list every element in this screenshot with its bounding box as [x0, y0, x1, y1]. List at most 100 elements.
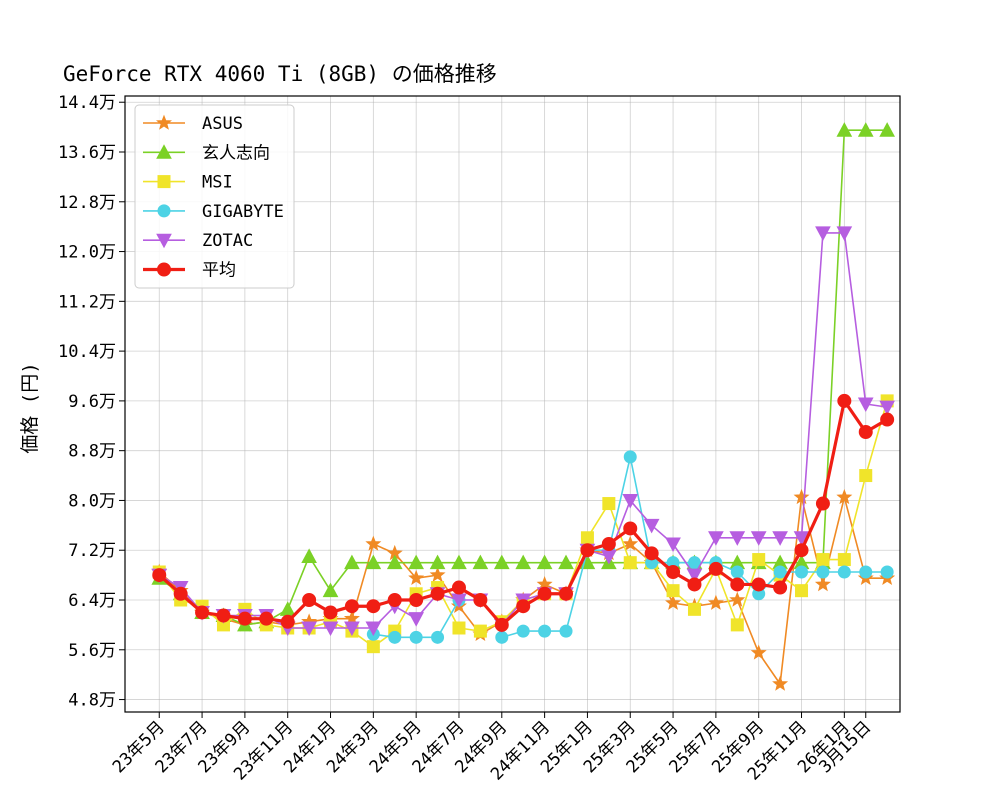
data-point [493, 554, 510, 570]
data-point [301, 548, 317, 563]
y-tick-label: 5.6万 [68, 641, 116, 661]
y-tick-label: 12.8万 [58, 193, 116, 213]
legend-label: ZOTAC [202, 231, 253, 251]
data-point [344, 554, 360, 570]
data-point [538, 624, 552, 638]
data-point [730, 618, 744, 632]
data-point [708, 531, 724, 546]
data-point [623, 450, 637, 464]
data-point [858, 425, 873, 439]
legend: ASUS 玄人志向 MSI GIGABYTE ZOTAC 平均 [134, 104, 295, 289]
data-point [259, 611, 274, 626]
y-tick-label: 12.0万 [58, 243, 116, 263]
data-point [580, 543, 595, 558]
data-point [601, 549, 617, 565]
data-point [494, 617, 509, 632]
data-point [815, 496, 830, 511]
data-point [237, 611, 252, 626]
data-point [665, 537, 681, 553]
data-point [687, 602, 701, 616]
data-point [795, 565, 809, 579]
chart-title: GeForce RTX 4060 Ti (8GB) の価格推移 [63, 62, 497, 86]
y-tick-label: 4.8万 [68, 691, 116, 711]
data-point [473, 624, 487, 638]
legend-entry: ZOTAC [143, 231, 253, 251]
data-point [772, 675, 789, 691]
legend-marker [157, 175, 171, 189]
legend-label: ASUS [202, 114, 243, 134]
y-tick-label: 14.4万 [58, 93, 116, 113]
legend-marker [156, 233, 172, 249]
data-point [429, 554, 446, 570]
y-axis-label: 価格 (円) [19, 362, 41, 453]
data-point [451, 580, 466, 595]
data-point [729, 591, 746, 607]
data-point [750, 531, 767, 546]
data-point [558, 554, 574, 570]
data-point [707, 594, 724, 610]
data-point [365, 535, 382, 551]
y-tick-label: 11.2万 [58, 292, 116, 312]
data-point [323, 605, 338, 620]
data-point [666, 565, 681, 579]
data-point [837, 565, 851, 579]
data-point [515, 554, 532, 570]
legend-label: GIGABYTE [202, 202, 284, 222]
data-point [730, 577, 745, 592]
data-point [708, 561, 723, 576]
data-point [344, 621, 360, 637]
data-point [879, 400, 895, 416]
data-point [772, 531, 788, 546]
data-point [195, 605, 210, 620]
data-point [409, 630, 423, 644]
data-point [750, 644, 767, 660]
data-point [729, 531, 746, 546]
data-point [366, 640, 380, 654]
data-point [602, 497, 616, 511]
data-point [408, 612, 424, 627]
data-point [344, 599, 359, 614]
legend-entry: 玄人志向 [143, 143, 270, 163]
data-point [773, 565, 787, 579]
data-point [644, 546, 659, 561]
data-point [516, 624, 530, 638]
data-point [302, 593, 317, 607]
data-point [666, 584, 680, 598]
y-tick-label: 9.6万 [68, 392, 116, 412]
data-point [408, 554, 424, 570]
data-point [880, 412, 895, 427]
data-point [857, 397, 874, 413]
legend-marker [157, 204, 171, 218]
data-point [836, 122, 853, 137]
data-point [409, 593, 424, 607]
data-point [795, 584, 809, 598]
data-point [431, 630, 445, 644]
series-3 [366, 450, 894, 644]
x-axis-ticks: 23年5月23年7月23年9月23年11月24年1月24年3月24年5月24年7… [109, 712, 875, 785]
data-point [622, 535, 639, 551]
data-point [366, 599, 381, 614]
data-point [686, 568, 703, 584]
data-point [386, 554, 403, 570]
data-point [623, 556, 637, 570]
legend-box [134, 104, 295, 289]
data-point [622, 493, 639, 509]
series-layer [151, 122, 896, 691]
data-point [751, 577, 766, 592]
data-point [429, 566, 446, 582]
legend-marker [156, 144, 172, 159]
data-point [451, 554, 467, 570]
y-tick-label: 6.4万 [68, 591, 116, 611]
data-point [837, 553, 851, 567]
data-point [559, 586, 574, 601]
legend-marker [157, 262, 171, 277]
data-point [836, 226, 853, 241]
data-point [365, 621, 382, 637]
plot-frame [124, 95, 901, 713]
y-axis-ticks: 4.8万 5.6万 6.4万 7.2万 8.0万 8.8万 9.6万 10.4万 11.2万 12… [58, 93, 125, 711]
data-point [152, 568, 167, 583]
y-tick-label: 8.0万 [68, 491, 116, 511]
y-tick-label: 8.8万 [68, 442, 116, 462]
legend-label: MSI [202, 173, 233, 193]
